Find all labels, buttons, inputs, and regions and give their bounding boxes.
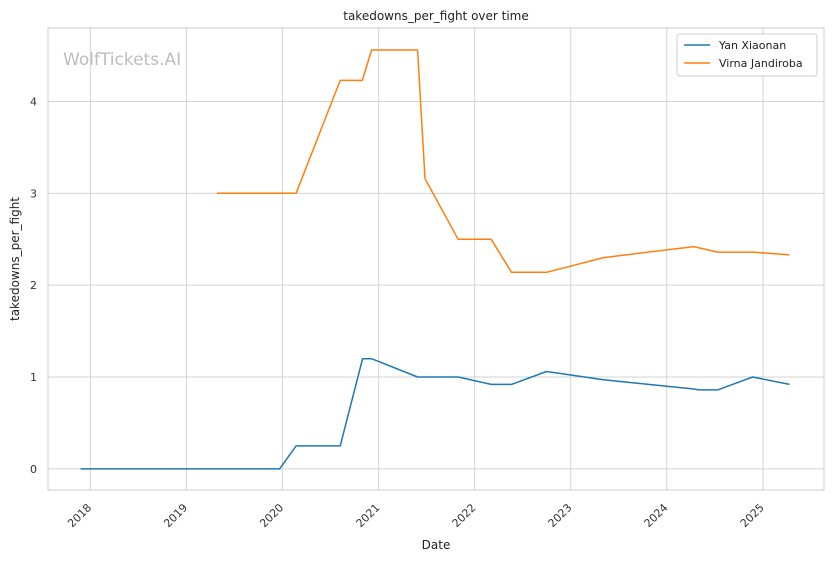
y-tick-label: 0 [30, 463, 37, 476]
y-tick-label: 2 [30, 279, 37, 292]
y-tick-labels: 0 1 2 3 4 [30, 95, 37, 475]
legend-box [676, 33, 818, 77]
grid-lines [48, 28, 824, 490]
legend-label: Virna Jandiroba [719, 57, 803, 70]
y-tick-label: 1 [30, 371, 37, 384]
y-tick-label: 3 [30, 187, 37, 200]
series-lines [80, 49, 790, 470]
y-axis-label: takedowns_per_fight [8, 197, 22, 321]
series-line-0 [80, 357, 790, 470]
legend: Yan Xiaonan Virna Jandiroba [676, 33, 818, 77]
legend-label: Yan Xiaonan [718, 39, 786, 52]
y-tick-label: 4 [30, 95, 37, 108]
chart-title: takedowns_per_fight over time [343, 9, 529, 23]
series-line-1 [216, 49, 790, 274]
watermark-text: WolfTickets.AI [63, 50, 181, 70]
plot-frame [47, 27, 825, 491]
x-axis-label: Date [422, 538, 451, 552]
